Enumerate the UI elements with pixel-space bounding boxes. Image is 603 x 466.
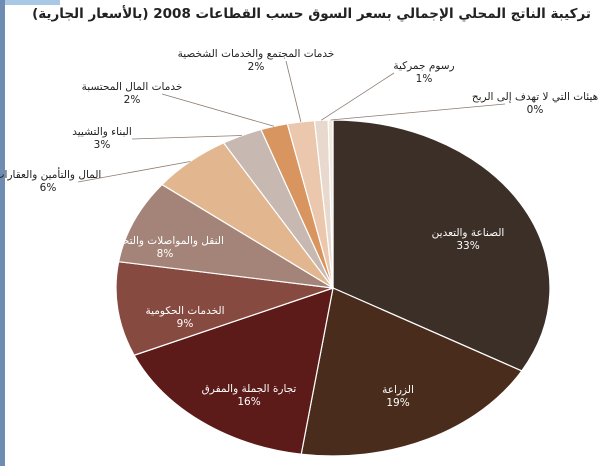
slice-label: خدمات المجتمع والخدمات الشخصية bbox=[178, 48, 335, 60]
slice-label: الخدمات الحكومية bbox=[146, 305, 225, 317]
slice-label: هيئات التي لا تهدف إلى الربح bbox=[472, 91, 598, 103]
slice-label: النقل والمواصلات والتخزين bbox=[106, 235, 224, 247]
slice-value-label: 6% bbox=[40, 182, 57, 194]
pie-slice bbox=[332, 119, 551, 372]
slice-value-label: 33% bbox=[456, 240, 479, 252]
left-edge-bar bbox=[0, 0, 5, 466]
slice-label: الزراعة bbox=[382, 384, 414, 396]
pie-slice bbox=[300, 287, 523, 457]
slice-label: الصناعة والتعدين bbox=[432, 227, 505, 239]
leader-line bbox=[285, 60, 302, 122]
slice-value-label: 8% bbox=[157, 248, 174, 260]
leader-line bbox=[321, 72, 395, 121]
leader-line bbox=[330, 103, 506, 121]
slice-value-label: 3% bbox=[94, 139, 111, 151]
slice-value-label: 16% bbox=[237, 396, 260, 408]
slice-label: رسوم جمركية bbox=[393, 60, 454, 72]
leader-line bbox=[161, 93, 275, 127]
corner-tab bbox=[0, 0, 60, 5]
pie-slice bbox=[115, 261, 334, 356]
slice-value-label: 2% bbox=[124, 94, 141, 106]
slice-label: تجارة الجملة والمفرق bbox=[202, 383, 297, 395]
slice-value-label: 0% bbox=[527, 104, 544, 116]
chart-title: تركيبة الناتج المحلي الإجمالي بسعر السوق… bbox=[32, 6, 591, 22]
leader-line bbox=[131, 135, 242, 140]
pie-slice bbox=[133, 287, 334, 455]
pie-slice bbox=[117, 183, 334, 289]
leader-line bbox=[77, 161, 191, 183]
slice-value-label: 9% bbox=[177, 318, 194, 330]
slice-value-label: 2% bbox=[248, 61, 265, 73]
slice-value-label: 19% bbox=[386, 397, 409, 409]
slice-label: المال والتأمين والعقارات bbox=[0, 167, 101, 181]
slice-value-label: 1% bbox=[416, 73, 433, 85]
slice-label: البناء والتشييد bbox=[72, 126, 132, 138]
slice-label: خدمات المال المحتسبة bbox=[82, 81, 183, 93]
